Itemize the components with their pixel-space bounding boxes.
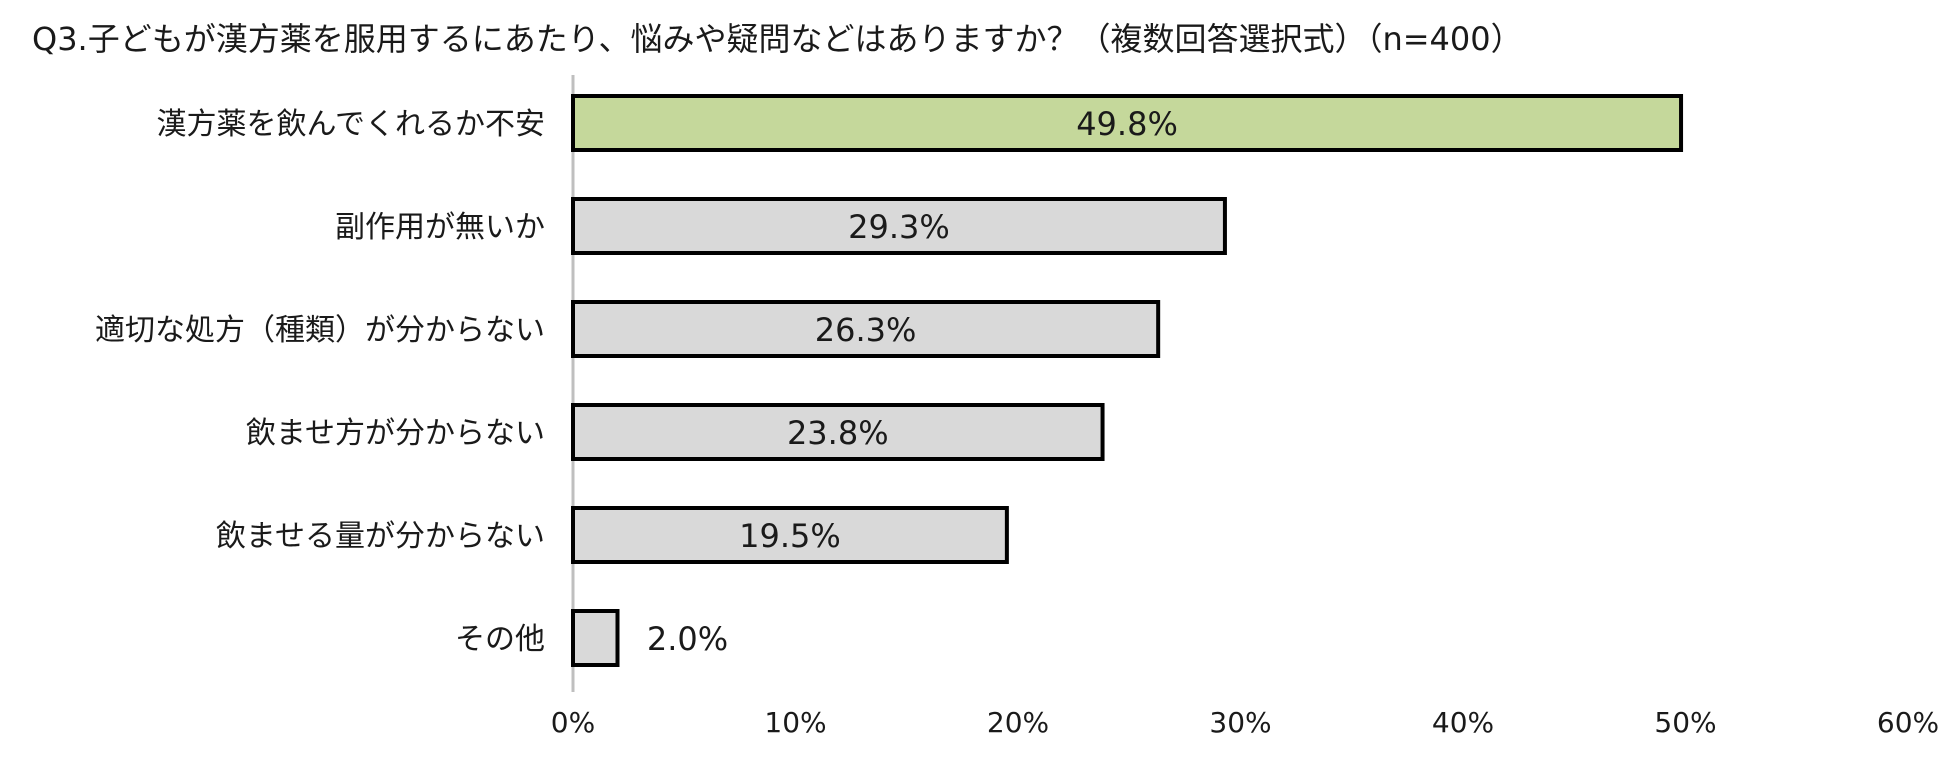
- category-label-1: 漢方薬を飲んでくれるか不安: [157, 107, 546, 142]
- bar-6: [571, 609, 620, 667]
- category-label-6: その他: [455, 622, 545, 657]
- bar-3: [571, 300, 1161, 358]
- category-label-2: 副作用が無いか: [335, 210, 545, 245]
- x-tick-2: 10%: [764, 706, 826, 739]
- data-labels: 49.8% 29.3% 26.3% 23.8% 19.5% 2.0%: [647, 105, 1178, 658]
- data-label-4: 23.8%: [787, 414, 889, 452]
- x-tick-1: 0%: [551, 706, 595, 739]
- chart-title: Q3.子どもが漢方薬を服用するにあたり、悩みや疑問などはありますか？（複数回答選…: [32, 20, 1523, 58]
- data-label-3: 26.3%: [815, 311, 917, 349]
- x-tick-4: 30%: [1209, 706, 1271, 739]
- bar-5: [571, 506, 1009, 564]
- x-tick-labels: 0% 10% 20% 30% 40% 50% 60%: [551, 706, 1939, 739]
- category-label-5: 飲ませる量が分からない: [216, 519, 545, 554]
- category-label-3: 適切な処方（種類）が分からない: [95, 313, 545, 348]
- category-labels: 漢方薬を飲んでくれるか不安副作用が無いか適切な処方（種類）が分からない飲ませ方が…: [95, 107, 545, 657]
- x-tick-5: 40%: [1432, 706, 1494, 739]
- data-label-6: 2.0%: [647, 620, 728, 658]
- bar-1: [571, 94, 1684, 152]
- bar-4: [571, 403, 1105, 461]
- category-label-4: 飲ませ方が分からない: [246, 416, 545, 451]
- bar-2: [571, 197, 1227, 255]
- data-label-2: 29.3%: [848, 208, 950, 246]
- bars-group: [571, 94, 1684, 667]
- data-label-5: 19.5%: [739, 517, 841, 555]
- x-tick-6: 50%: [1654, 706, 1716, 739]
- data-label-1: 49.8%: [1076, 105, 1178, 143]
- x-tick-3: 20%: [987, 706, 1049, 739]
- x-tick-7: 60%: [1877, 706, 1939, 739]
